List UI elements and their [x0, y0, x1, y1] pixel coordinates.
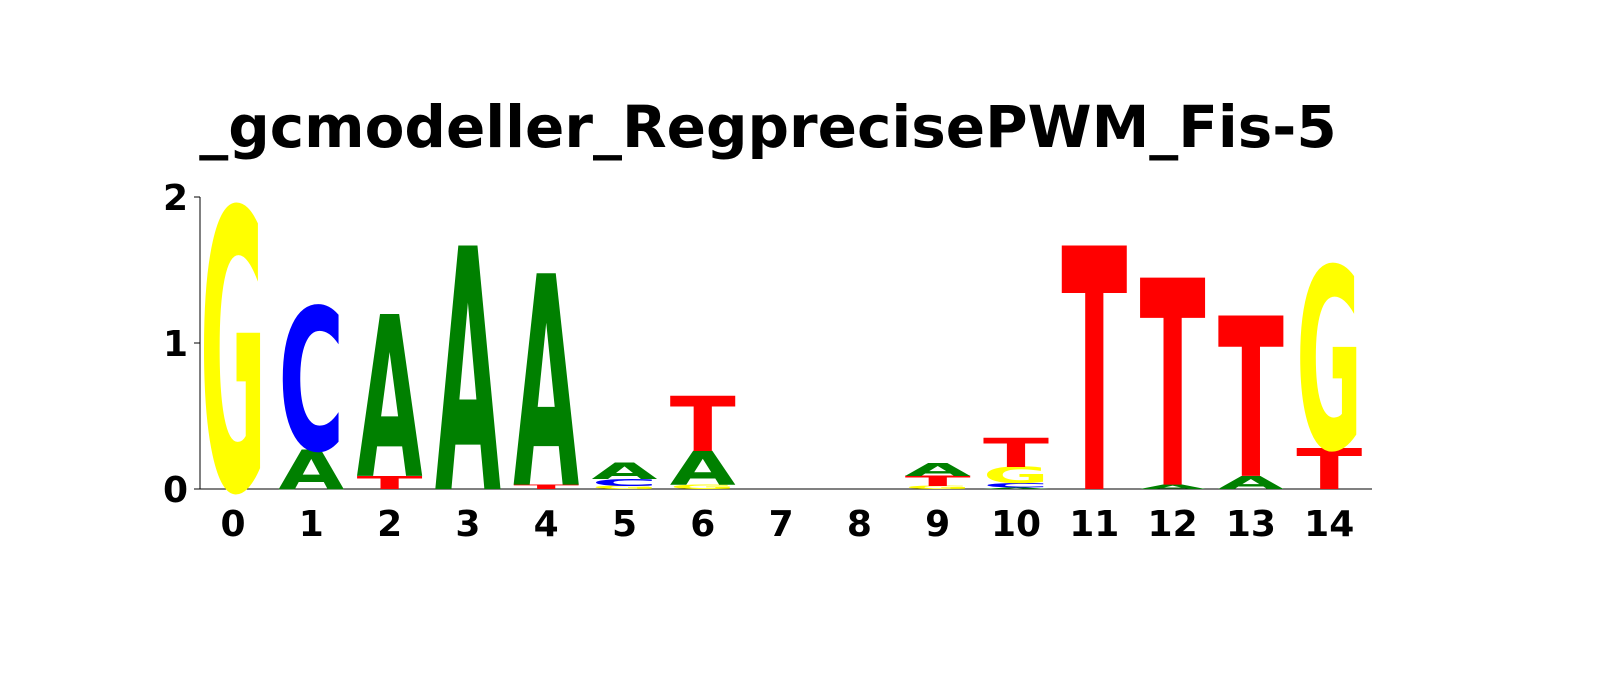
x-tick-label: 8: [847, 504, 872, 545]
logo-letter-a: A: [435, 181, 501, 569]
position-stack: GAT: [670, 380, 736, 496]
logo-letter-g: G: [592, 485, 658, 490]
logo-letter-a: A: [670, 442, 736, 496]
x-tick-label: 4: [534, 504, 559, 545]
logo-letter-t: T: [983, 430, 1050, 476]
y-tick-label: 1: [163, 324, 188, 365]
logo-letter-c: C: [983, 482, 1049, 489]
position-stack: TA: [513, 217, 579, 553]
logo-letter-c: C: [278, 267, 344, 496]
position-stack: AT: [1218, 273, 1284, 529]
logo-letter-g: G: [983, 463, 1049, 489]
x-tick-label: 2: [377, 504, 402, 545]
position-stack: TG: [1296, 217, 1362, 508]
x-tick-label: 1: [299, 504, 324, 545]
logo-letter-a: A: [1218, 472, 1284, 493]
position-stack: AT: [1140, 222, 1206, 553]
logo-letter-g: G: [1296, 217, 1362, 508]
logo-letter-t: T: [357, 472, 424, 493]
logo-letter-t: T: [1061, 179, 1127, 567]
x-tick-label: 14: [1304, 504, 1354, 545]
logo-letter-a: A: [983, 487, 1049, 489]
logo-letter-a: A: [592, 458, 658, 484]
position-stack: AC: [278, 267, 344, 502]
logo-letter-a: A: [513, 217, 579, 553]
position-stack: TA: [357, 270, 424, 529]
logo-letter-g: G: [200, 130, 266, 580]
logo-letter-t: T: [1218, 273, 1284, 529]
position-stack: A: [435, 181, 501, 569]
x-tick-label: 11: [1069, 504, 1119, 545]
logo-letter-t: T: [1296, 437, 1362, 502]
logo-letter-g: G: [670, 484, 736, 491]
position-stack: T: [1061, 179, 1127, 567]
x-tick-label: 12: [1148, 504, 1198, 545]
logo-letter-t: T: [670, 380, 736, 469]
logo-letter-a: A: [905, 459, 971, 480]
logo-letter-t: T: [513, 483, 579, 490]
y-tick-label: 0: [163, 470, 188, 511]
x-tick-label: 6: [690, 504, 715, 545]
logo-letter-c: C: [592, 477, 658, 489]
x-tick-label: 7: [769, 504, 794, 545]
x-tick-label: 13: [1226, 504, 1276, 545]
position-stack: GCA: [592, 458, 658, 490]
position-stack: G: [200, 130, 266, 580]
x-tick-label: 10: [991, 504, 1041, 545]
logo-letter-t: T: [905, 473, 971, 489]
y-tick-label: 2: [163, 178, 188, 219]
x-tick-label: 9: [925, 504, 950, 545]
chart-title: _gcmodeller_RegprecisePWM_Fis-5: [199, 93, 1337, 161]
logo-letter-a: A: [357, 270, 423, 529]
logo-letter-t: T: [1140, 222, 1206, 553]
logo-letter-a: A: [278, 439, 344, 502]
logo-letter-g: G: [905, 485, 971, 490]
x-tick-label: 3: [455, 504, 480, 545]
x-tick-label: 5: [612, 504, 637, 545]
x-tick-label: 0: [220, 504, 245, 545]
logo-letter-a: A: [1140, 484, 1206, 491]
position-stack: GTA: [905, 459, 971, 490]
